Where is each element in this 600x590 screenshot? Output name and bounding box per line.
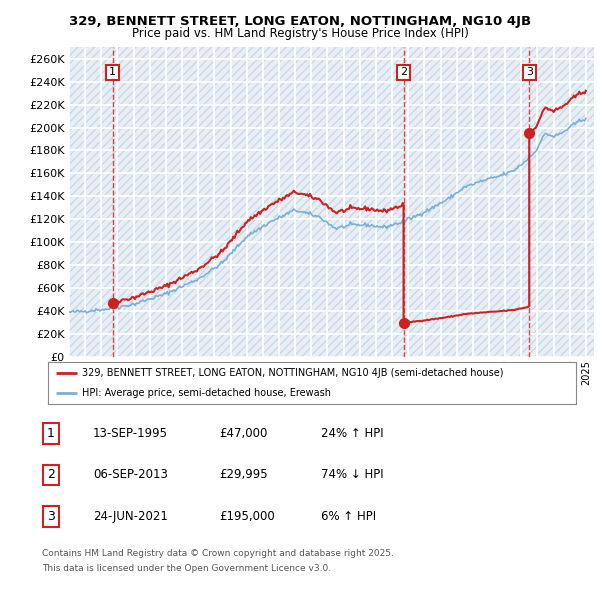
Text: 3: 3: [526, 67, 533, 77]
Text: 13-SEP-1995: 13-SEP-1995: [93, 427, 168, 440]
Text: 2: 2: [47, 468, 55, 481]
Text: 2: 2: [400, 67, 407, 77]
Text: Price paid vs. HM Land Registry's House Price Index (HPI): Price paid vs. HM Land Registry's House …: [131, 27, 469, 40]
Text: 6% ↑ HPI: 6% ↑ HPI: [321, 510, 376, 523]
Text: 329, BENNETT STREET, LONG EATON, NOTTINGHAM, NG10 4JB: 329, BENNETT STREET, LONG EATON, NOTTING…: [69, 15, 531, 28]
Text: 24% ↑ HPI: 24% ↑ HPI: [321, 427, 383, 440]
Text: £47,000: £47,000: [219, 427, 268, 440]
Text: 1: 1: [109, 67, 116, 77]
Text: 24-JUN-2021: 24-JUN-2021: [93, 510, 168, 523]
Text: 3: 3: [47, 510, 55, 523]
Text: 06-SEP-2013: 06-SEP-2013: [93, 468, 168, 481]
Text: Contains HM Land Registry data © Crown copyright and database right 2025.: Contains HM Land Registry data © Crown c…: [42, 549, 394, 558]
Text: This data is licensed under the Open Government Licence v3.0.: This data is licensed under the Open Gov…: [42, 565, 331, 573]
Text: 1: 1: [47, 427, 55, 440]
Text: £195,000: £195,000: [219, 510, 275, 523]
Text: 74% ↓ HPI: 74% ↓ HPI: [321, 468, 383, 481]
Text: HPI: Average price, semi-detached house, Erewash: HPI: Average price, semi-detached house,…: [82, 388, 331, 398]
Text: £29,995: £29,995: [219, 468, 268, 481]
Text: 329, BENNETT STREET, LONG EATON, NOTTINGHAM, NG10 4JB (semi-detached house): 329, BENNETT STREET, LONG EATON, NOTTING…: [82, 368, 504, 378]
